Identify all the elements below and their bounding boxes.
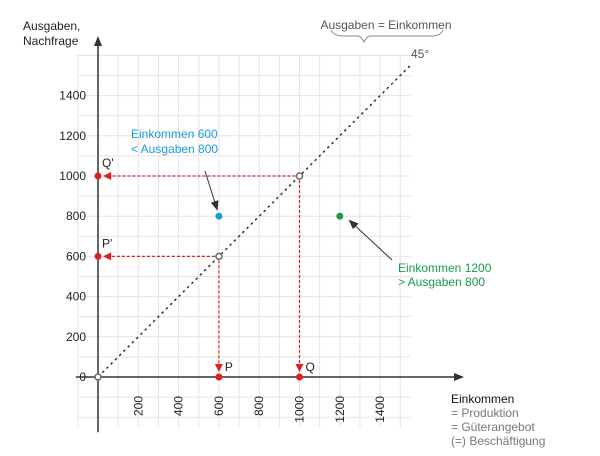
x-axis-label: Einkommen [451, 392, 514, 406]
x-tick-label: 1200 [333, 396, 347, 423]
grid [77, 54, 411, 428]
marks: P P' Q Q' [94, 62, 413, 381]
x-tick-label: 1000 [293, 396, 307, 423]
y-axis-label-line1: Ausgaben, [23, 19, 80, 33]
x-tick-label: 1400 [373, 396, 387, 423]
annotation-green-line1: Einkommen 1200 [398, 261, 492, 275]
projection-point-label: Q [306, 360, 315, 374]
projection-point-label: P [225, 360, 233, 374]
y-tick-label: 600 [66, 249, 86, 263]
projection-point [94, 252, 102, 260]
diagonal-label: 45° [411, 47, 429, 61]
axes: 0 200 400 600 800 1000 1200 1400 200 400 600 800 100… [59, 36, 464, 433]
x-axis-note-1: = Produktion [451, 406, 519, 420]
equilibrium-point [215, 252, 223, 261]
projection-point [215, 373, 223, 381]
x-axis-note-3: (=) Beschäftigung [451, 434, 545, 448]
y-tick-label: 1000 [59, 169, 86, 183]
y-tick-label: 1400 [59, 89, 86, 103]
y-tick-label: 800 [66, 209, 86, 223]
x-tick-label: 800 [252, 396, 266, 416]
x-tick-label: 400 [172, 396, 186, 416]
y-tick-label: 1200 [59, 129, 86, 143]
x-axis-note-2: = Güterangebot [451, 420, 535, 434]
equilibrium-point [295, 172, 304, 180]
brace-label: Ausgaben = Einkommen [320, 18, 451, 32]
projection-point [296, 373, 303, 381]
equilibrium-point [94, 373, 102, 381]
projection-point-label: P' [102, 236, 112, 250]
projection-point [94, 172, 102, 180]
x-tick-label: 200 [131, 396, 145, 416]
projection-point-label: Q' [102, 156, 114, 170]
annotation-pointer-arrow [348, 219, 393, 261]
annotation-blue-line2: < Ausgaben 800 [131, 142, 218, 156]
diagonal-45-line [97, 62, 413, 378]
y-tick-label: 400 [66, 290, 86, 304]
annotation-blue-line1: Einkommen 600 [131, 127, 218, 141]
x-tick-label: 600 [212, 396, 226, 416]
annotation-pointer-arrow [204, 170, 219, 211]
y-axis-label-line2: Nachfrage [23, 34, 79, 48]
y-tick-label: 0 [79, 370, 86, 384]
brace [330, 29, 444, 44]
annotation-point [215, 212, 223, 220]
y-tick-label: 200 [66, 330, 86, 344]
annotation-green-line2: > Ausgaben 800 [398, 275, 485, 289]
annotation-point [336, 212, 344, 220]
